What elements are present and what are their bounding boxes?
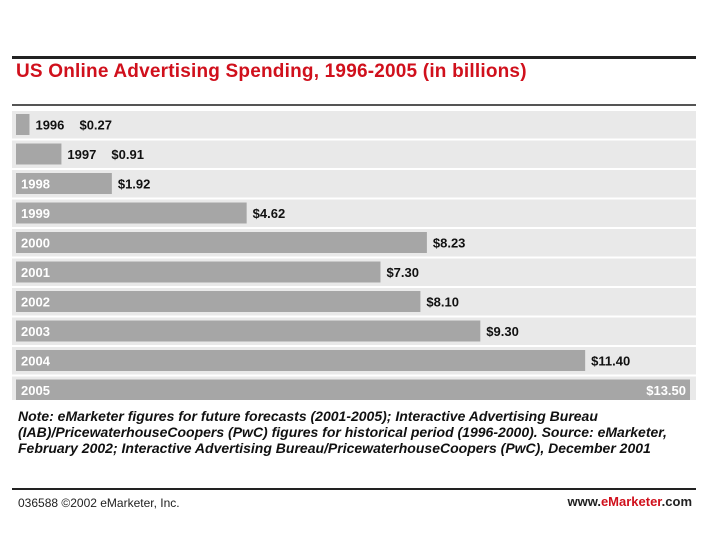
chart-title: US Online Advertising Spending, 1996-200… (16, 61, 527, 82)
category-label-2004: 2004 (21, 354, 51, 369)
bar-1996 (16, 114, 30, 135)
category-label-2005: 2005 (21, 383, 50, 398)
row-band-1996 (12, 111, 696, 139)
value-label-1999: $4.62 (253, 206, 286, 221)
chart-note: Note: eMarketer figures for future forec… (18, 408, 667, 456)
footer-copyright: 036588 ©2002 eMarketer, Inc. (18, 496, 180, 510)
value-label-1997: $0.91 (111, 147, 144, 162)
category-label-2001: 2001 (21, 265, 50, 280)
footer-website: www.eMarketer.com (567, 494, 692, 509)
bar-2002 (16, 291, 421, 312)
bar-1998 (16, 173, 112, 194)
category-label-2000: 2000 (21, 236, 50, 251)
value-label-1998: $1.92 (118, 177, 151, 192)
bar-2005 (16, 379, 690, 400)
top-rule (12, 56, 696, 59)
value-label-2005: $13.50 (646, 383, 686, 398)
bottom-rule (12, 488, 696, 490)
bar-2004 (16, 350, 586, 371)
bar-2000 (16, 232, 427, 253)
category-label-1999: 1999 (21, 206, 50, 221)
value-label-2004: $11.40 (591, 354, 630, 369)
website-brand: eMarketer (600, 494, 662, 509)
bar-chart: 1996 $0.27 1997 $0.91 1998 $1.92 1999 $4.62 2000… (12, 111, 696, 400)
value-label-2003: $9.30 (486, 324, 519, 339)
value-label-2001: $7.30 (386, 265, 419, 280)
row-band-1997 (12, 140, 696, 168)
category-label-1997: 1997 (67, 147, 96, 162)
value-label-2002: $8.10 (426, 295, 459, 310)
category-label-1998: 1998 (21, 177, 50, 192)
category-label-1996: 1996 (35, 118, 64, 133)
bar-1999 (16, 202, 247, 224)
row-band-1998 (12, 170, 696, 198)
value-label-1996: $0.27 (79, 118, 112, 133)
bar-1997 (16, 143, 62, 165)
website-suffix: .com (661, 494, 692, 509)
bar-2003 (16, 320, 481, 342)
category-label-2003: 2003 (21, 324, 50, 339)
category-label-2002: 2002 (21, 295, 50, 310)
website-prefix: www. (567, 494, 601, 509)
bar-2001 (16, 261, 381, 283)
title-divider (12, 104, 696, 106)
value-label-2000: $8.23 (433, 236, 466, 251)
chart-panel: US Online Advertising Spending, 1996-200… (12, 56, 696, 512)
